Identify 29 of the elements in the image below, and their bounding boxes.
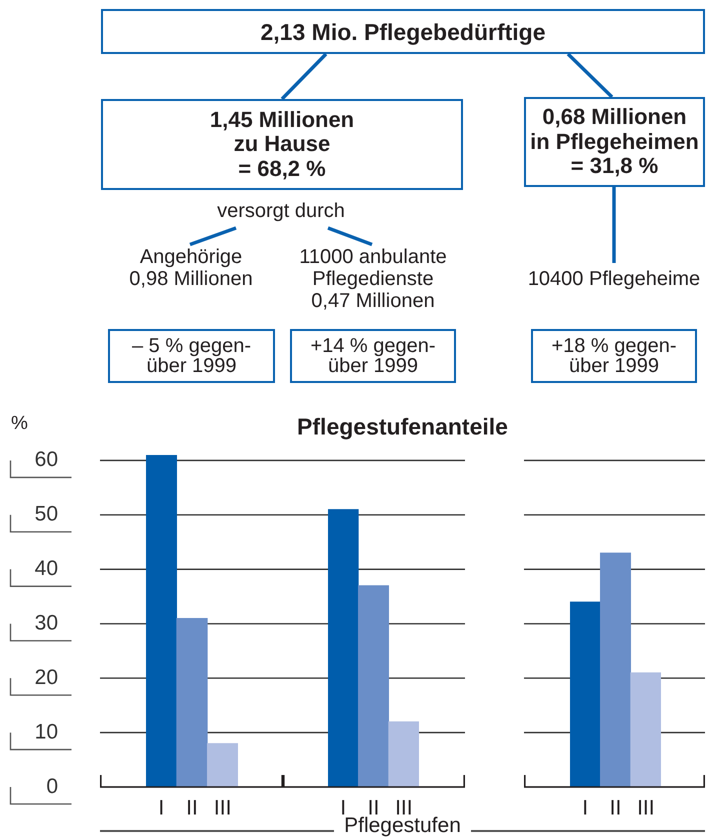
y-tick-label: 20 bbox=[34, 666, 58, 689]
text: Angehörige 0,98 Millionen bbox=[129, 246, 253, 290]
x-tick-label: III bbox=[637, 796, 655, 820]
y-tick-label: 40 bbox=[34, 557, 58, 580]
bar bbox=[207, 743, 238, 787]
text: +14 % gegen- über 1999 bbox=[310, 335, 436, 377]
x-tick-label: II bbox=[186, 796, 198, 820]
bar bbox=[146, 455, 177, 787]
text: 0,68 Millionen in Pflegeheimen = 31,8 % bbox=[530, 104, 699, 179]
bar bbox=[176, 618, 208, 787]
text: 2,13 Mio. Pflegebedürftige bbox=[260, 18, 546, 44]
text: +18 % gegen- über 1999 bbox=[551, 335, 677, 377]
text: versorgt durch bbox=[217, 200, 345, 222]
chart-title: Pflegestufenanteile bbox=[297, 414, 508, 440]
text: – 5 % gegen- über 1999 bbox=[132, 335, 251, 377]
y-tick-label: 60 bbox=[34, 448, 58, 472]
x-tick-label: I bbox=[340, 796, 346, 820]
y-tick-label: 10 bbox=[34, 720, 58, 744]
x-tick-label: I bbox=[582, 796, 588, 820]
y-tick-label: 30 bbox=[34, 612, 58, 635]
x-tick-label: III bbox=[214, 796, 232, 820]
x-tick-label: I bbox=[158, 796, 164, 820]
y-axis-title: % bbox=[11, 413, 28, 435]
text: 1,45 Millionen zu Hause = 68,2 % bbox=[210, 106, 354, 182]
y-tick-label: 0 bbox=[46, 774, 58, 798]
y-tick-label: 50 bbox=[34, 502, 58, 526]
text: 11000 anbulante Pflegedienste 0,47 Millionen bbox=[299, 246, 447, 312]
x-tick-label: II bbox=[610, 796, 622, 820]
text: 10400 Pflegeheime bbox=[528, 268, 700, 290]
